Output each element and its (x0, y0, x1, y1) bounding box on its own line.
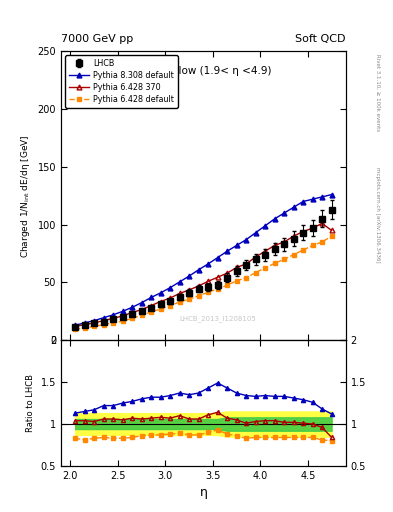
Pythia 8.308 default (291, 204, 296, 210)
Pythia 6.428 default (215, 286, 220, 292)
Pythia 8.308 default (253, 230, 258, 236)
Text: 7000 GeV pp: 7000 GeV pp (61, 33, 133, 44)
Pythia 8.308 default (111, 312, 116, 318)
Pythia 6.428 default (291, 251, 296, 258)
Pythia 8.308 default (149, 294, 154, 301)
Pythia 6.428 370 (120, 313, 125, 319)
Pythia 6.428 370 (310, 225, 315, 231)
Pythia 6.428 default (282, 256, 286, 262)
Pythia 6.428 370 (187, 287, 191, 293)
Y-axis label: Charged 1/N$_\mathregular{int}$ dE/dη [GeV]: Charged 1/N$_\mathregular{int}$ dE/dη [G… (19, 134, 32, 258)
Pythia 6.428 370 (206, 278, 211, 284)
Pythia 6.428 370 (272, 242, 277, 248)
Pythia 6.428 default (263, 265, 268, 271)
Pythia 6.428 370 (82, 322, 87, 328)
Pythia 6.428 default (111, 320, 116, 326)
Pythia 8.308 default (272, 216, 277, 222)
Pythia 8.308 default (73, 322, 77, 328)
Pythia 6.428 default (253, 269, 258, 275)
Pythia 6.428 370 (168, 295, 173, 301)
Pythia 6.428 default (234, 278, 239, 284)
Pythia 6.428 370 (253, 254, 258, 260)
Pythia 8.308 default (234, 242, 239, 248)
Pythia 6.428 370 (177, 290, 182, 296)
Pythia 8.308 default (215, 254, 220, 261)
Pythia 6.428 default (158, 306, 163, 312)
X-axis label: η: η (199, 486, 208, 499)
Pythia 8.308 default (139, 300, 144, 306)
Y-axis label: Ratio to LHCB: Ratio to LHCB (26, 374, 35, 432)
Pythia 6.428 370 (282, 239, 286, 245)
Pythia 6.428 default (149, 309, 154, 315)
Pythia 6.428 default (225, 282, 230, 288)
Pythia 6.428 370 (225, 270, 230, 276)
Pythia 6.428 default (120, 318, 125, 324)
Pythia 8.308 default (101, 315, 106, 321)
Text: Energy flow (1.9< η <4.9): Energy flow (1.9< η <4.9) (135, 66, 272, 76)
Pythia 6.428 370 (196, 283, 201, 289)
Pythia 8.308 default (206, 261, 211, 267)
Pythia 8.308 default (130, 304, 134, 310)
Pythia 6.428 370 (130, 309, 134, 315)
Pythia 8.308 default (225, 248, 230, 254)
Pythia 6.428 370 (158, 298, 163, 305)
Text: Rivet 3.1.10, ≥ 100k events: Rivet 3.1.10, ≥ 100k events (375, 54, 380, 131)
Pythia 6.428 default (82, 325, 87, 331)
Pythia 6.428 default (206, 289, 211, 295)
Pythia 8.308 default (320, 194, 325, 200)
Legend: LHCB, Pythia 8.308 default, Pythia 6.428 370, Pythia 6.428 default: LHCB, Pythia 8.308 default, Pythia 6.428… (65, 55, 178, 108)
Pythia 6.428 default (139, 312, 144, 318)
Pythia 6.428 370 (320, 220, 325, 226)
Pythia 8.308 default (168, 285, 173, 291)
Pythia 8.308 default (177, 279, 182, 285)
Pythia 6.428 default (101, 322, 106, 328)
Pythia 8.308 default (120, 308, 125, 314)
Pythia 8.308 default (244, 237, 248, 243)
Pythia 6.428 default (272, 260, 277, 266)
Pythia 8.308 default (301, 199, 305, 205)
Pythia 6.428 default (244, 275, 248, 281)
Line: Pythia 8.308 default: Pythia 8.308 default (73, 192, 334, 328)
Pythia 6.428 default (310, 242, 315, 248)
Pythia 8.308 default (282, 210, 286, 216)
Pythia 8.308 default (158, 290, 163, 296)
Pythia 6.428 default (73, 326, 77, 332)
Pythia 6.428 370 (92, 320, 97, 326)
Pythia 6.428 370 (234, 264, 239, 270)
Text: Soft QCD: Soft QCD (296, 33, 346, 44)
Pythia 6.428 370 (244, 261, 248, 267)
Pythia 6.428 default (320, 239, 325, 245)
Pythia 6.428 default (177, 299, 182, 305)
Pythia 6.428 default (329, 233, 334, 239)
Pythia 6.428 default (92, 323, 97, 329)
Pythia 8.308 default (187, 273, 191, 279)
Pythia 6.428 370 (291, 233, 296, 239)
Pythia 6.428 default (187, 296, 191, 302)
Pythia 6.428 default (130, 315, 134, 322)
Pythia 6.428 370 (139, 307, 144, 313)
Pythia 8.308 default (82, 320, 87, 326)
Pythia 8.308 default (263, 223, 268, 229)
Text: LHCB_2013_I1208105: LHCB_2013_I1208105 (179, 315, 256, 322)
Pythia 6.428 370 (111, 315, 116, 322)
Line: Pythia 6.428 370: Pythia 6.428 370 (73, 221, 334, 329)
Pythia 6.428 370 (101, 317, 106, 324)
Pythia 6.428 370 (73, 323, 77, 329)
Pythia 6.428 370 (149, 303, 154, 309)
Pythia 6.428 370 (301, 228, 305, 234)
Pythia 6.428 default (301, 247, 305, 253)
Line: Pythia 6.428 default: Pythia 6.428 default (73, 234, 334, 332)
Pythia 6.428 370 (329, 227, 334, 233)
Pythia 6.428 default (168, 303, 173, 309)
Pythia 6.428 370 (263, 248, 268, 254)
Pythia 8.308 default (92, 317, 97, 324)
Pythia 8.308 default (310, 196, 315, 202)
Pythia 6.428 370 (215, 274, 220, 280)
Pythia 8.308 default (329, 191, 334, 198)
Pythia 6.428 default (196, 293, 201, 299)
Text: mcplots.cern.ch [arXiv:1306.3436]: mcplots.cern.ch [arXiv:1306.3436] (375, 167, 380, 263)
Pythia 8.308 default (196, 267, 201, 273)
